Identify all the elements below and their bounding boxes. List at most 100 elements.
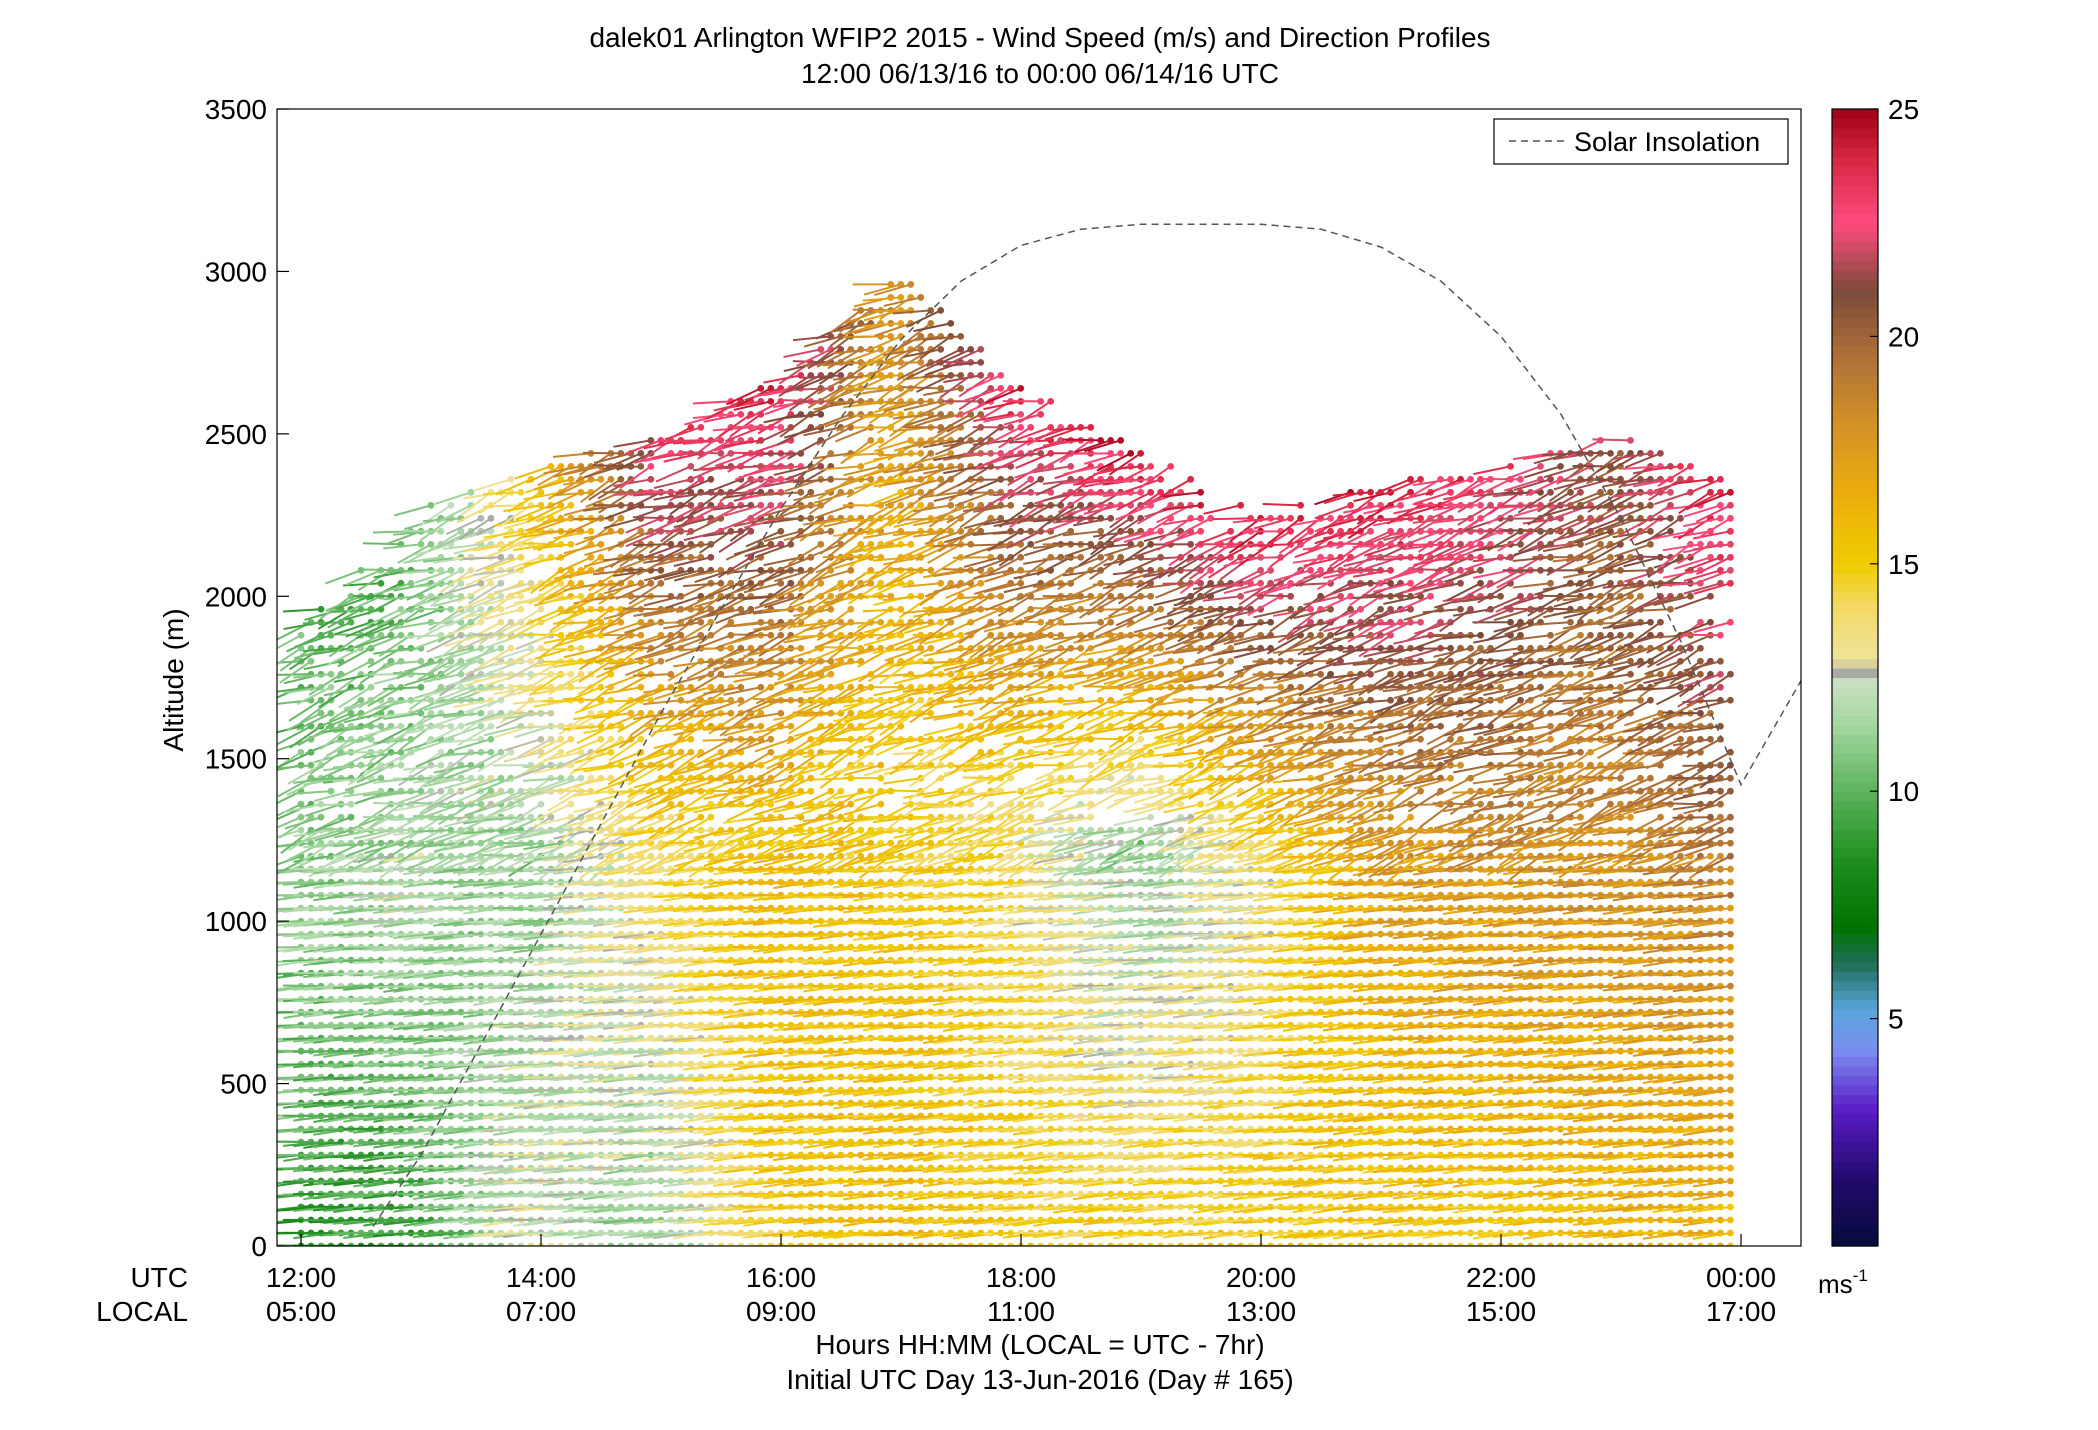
wind-barb <box>453 1115 491 1116</box>
wind-barb <box>683 452 721 453</box>
wind-barb <box>363 973 401 974</box>
wind-barb-head <box>657 567 664 574</box>
wind-barb-head <box>518 554 525 561</box>
wind-barb <box>313 804 351 805</box>
wind-barb <box>683 583 721 586</box>
wind-barb-head <box>657 658 664 665</box>
wind-barb-head <box>478 723 485 730</box>
wind-barb <box>523 634 561 635</box>
wind-barb <box>683 1246 721 1250</box>
wind-barb-head <box>448 567 455 574</box>
wind-barb <box>293 1180 331 1181</box>
wind-barb-head <box>647 476 654 483</box>
wind-barb <box>579 661 611 682</box>
wind-barb-head <box>607 697 614 704</box>
wind-barb <box>403 1194 441 1195</box>
wind-barb-head <box>707 619 714 626</box>
wind-barb <box>523 543 561 544</box>
wind-barb-head <box>328 684 335 691</box>
wind-barb-head <box>428 502 435 509</box>
wind-barb <box>723 765 761 766</box>
wind-barb-head <box>308 762 315 769</box>
wind-barb-head <box>398 762 405 769</box>
wind-barb-head <box>498 606 505 613</box>
wind-barb-head <box>448 502 455 509</box>
wind-barb-head <box>757 684 764 691</box>
wind-barb-head <box>577 593 584 600</box>
wind-barb-head <box>318 710 325 717</box>
wind-barb-head <box>518 593 525 600</box>
wind-barb-head <box>548 736 555 743</box>
wind-barb-head <box>538 801 545 808</box>
wind-barb-head <box>767 632 774 639</box>
wind-barb-head <box>597 736 604 743</box>
wind-barb <box>613 791 651 792</box>
wind-barb <box>733 1141 771 1142</box>
wind-barb-head <box>438 788 445 795</box>
wind-barb <box>413 1168 451 1169</box>
wind-barb <box>269 752 301 773</box>
wind-barb-head <box>707 476 714 483</box>
wind-barb <box>343 1142 381 1143</box>
wind-barb <box>670 700 701 722</box>
wind-barb <box>373 803 411 804</box>
wind-barb-head <box>378 580 385 587</box>
wind-barb <box>573 959 611 960</box>
wind-barb <box>463 1167 501 1168</box>
wind-barb-head <box>348 801 355 808</box>
wind-barb-head <box>508 788 515 795</box>
wind-barb <box>419 505 451 526</box>
wind-barb <box>693 1246 731 1251</box>
wind-barb <box>523 1246 561 1251</box>
wind-barb <box>333 1115 371 1116</box>
wind-barb-head <box>687 736 694 743</box>
wind-barb <box>263 1246 301 1251</box>
wind-barb-head <box>488 736 495 743</box>
wind-barb-head <box>737 411 744 418</box>
wind-barb <box>374 674 411 683</box>
wind-barb <box>373 1219 411 1220</box>
wind-barb <box>693 778 731 779</box>
wind-barb-head <box>328 788 335 795</box>
wind-barb <box>323 1193 361 1194</box>
wind-barb-head <box>478 515 485 522</box>
wind-barb-head <box>767 736 774 743</box>
wind-barb-head <box>358 684 365 691</box>
wind-barb-head <box>418 684 425 691</box>
wind-barb <box>683 921 721 922</box>
wind-barb-head <box>328 671 335 678</box>
wind-barb-head <box>577 840 584 847</box>
wind-barb <box>583 843 621 844</box>
wind-barb <box>593 1194 631 1195</box>
wind-barb-head <box>458 723 465 730</box>
wind-barb-head <box>597 684 604 691</box>
wind-barb-head <box>308 658 315 665</box>
wind-barb-head <box>557 632 564 639</box>
wind-barb-head <box>508 476 515 483</box>
wind-barb <box>263 947 301 948</box>
wind-barb <box>283 985 321 986</box>
wind-barb <box>703 1181 741 1182</box>
wind-barb-head <box>567 736 574 743</box>
wind-barb-head <box>478 606 485 613</box>
wind-barb-head <box>428 541 435 548</box>
wind-barb-head <box>607 476 614 483</box>
wind-barb-head <box>418 658 425 665</box>
wind-barb-head <box>398 749 405 756</box>
wind-barb-head <box>528 645 535 652</box>
wind-barb-head <box>508 645 515 652</box>
wind-barb-head <box>637 463 644 470</box>
wind-barb-head <box>657 853 664 860</box>
wind-barb <box>693 401 731 403</box>
wind-barb <box>633 544 671 545</box>
wind-barb-head <box>677 749 684 756</box>
wind-barb-head <box>538 736 545 743</box>
wind-barb-head <box>478 710 485 717</box>
wind-barb-head <box>617 762 624 769</box>
wind-barb-head <box>518 489 525 496</box>
wind-barb-head <box>488 749 495 756</box>
wind-barb-head <box>408 632 415 639</box>
wind-barb-head <box>607 749 614 756</box>
wind-barb-head <box>747 528 754 535</box>
wind-barb <box>583 1064 621 1065</box>
